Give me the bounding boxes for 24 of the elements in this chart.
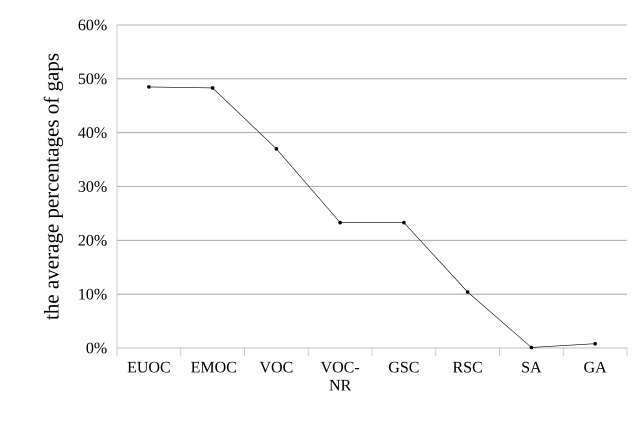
point: [274, 147, 278, 151]
y-axis-title: the average percentages of gaps: [44, 54, 64, 320]
point: [466, 290, 470, 294]
x-tick-label: EUOC: [128, 362, 170, 373]
y-tick-label: 10%: [79, 288, 107, 300]
point: [210, 86, 214, 90]
y-tick-label: 20%: [78, 234, 107, 246]
x-tick-label: VOC: [260, 362, 292, 373]
point: [402, 220, 406, 224]
y-tick-label: 30%: [78, 181, 107, 192]
point: [593, 342, 597, 346]
x-tick-label: GSC: [388, 362, 419, 373]
x-tick-label: EMOC: [191, 362, 236, 373]
y-tick-label: 50%: [78, 73, 107, 84]
y-tick-label: 0%: [86, 342, 107, 354]
point: [338, 220, 342, 224]
point: [530, 346, 534, 350]
point: [147, 85, 151, 89]
x-tick-label: GA: [584, 362, 607, 373]
y-tick-label: 60%: [78, 20, 107, 30]
x-tick-label: VOC-NR: [320, 362, 360, 390]
x-tick-label: SA: [522, 362, 542, 373]
x-tick-label: RSC: [452, 362, 482, 373]
y-tick-label: 40%: [78, 127, 107, 138]
